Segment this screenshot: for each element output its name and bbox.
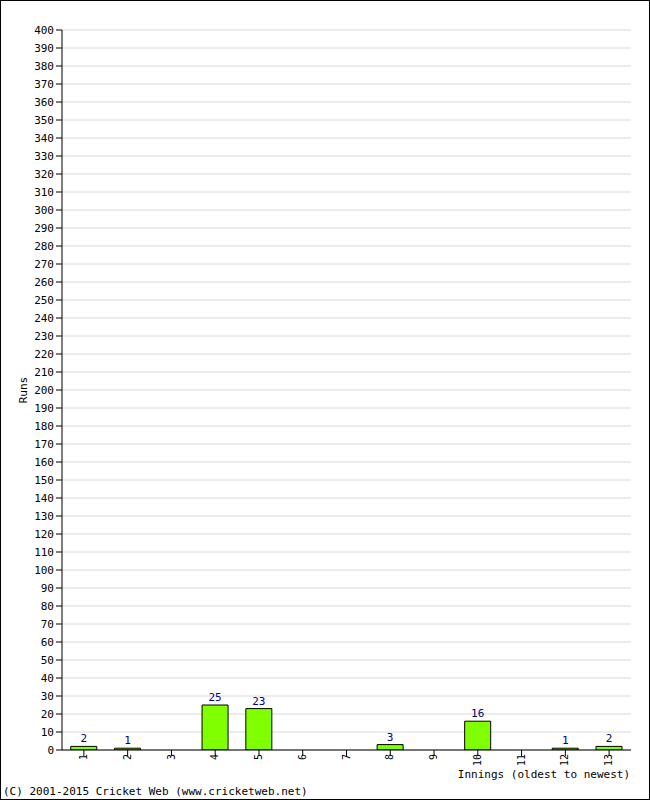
- svg-text:3: 3: [387, 731, 394, 744]
- svg-text:330: 330: [34, 150, 54, 163]
- svg-text:210: 210: [34, 366, 54, 379]
- svg-text:320: 320: [34, 168, 54, 181]
- svg-text:180: 180: [34, 420, 54, 433]
- svg-text:23: 23: [252, 695, 265, 708]
- svg-text:170: 170: [34, 438, 54, 451]
- svg-text:140: 140: [34, 492, 54, 505]
- svg-text:9: 9: [428, 754, 439, 760]
- svg-text:390: 390: [34, 42, 54, 55]
- svg-text:280: 280: [34, 240, 54, 253]
- svg-text:90: 90: [41, 582, 54, 595]
- svg-text:Runs: Runs: [17, 377, 30, 404]
- svg-text:0: 0: [47, 744, 54, 757]
- svg-text:250: 250: [34, 294, 54, 307]
- svg-text:310: 310: [34, 186, 54, 199]
- svg-text:120: 120: [34, 528, 54, 541]
- svg-text:25: 25: [208, 691, 221, 704]
- svg-text:10: 10: [472, 754, 483, 766]
- svg-text:12: 12: [559, 754, 570, 766]
- svg-text:16: 16: [471, 707, 484, 720]
- svg-text:200: 200: [34, 384, 54, 397]
- svg-text:50: 50: [41, 654, 54, 667]
- svg-text:240: 240: [34, 312, 54, 325]
- svg-text:2: 2: [80, 732, 87, 745]
- svg-text:5: 5: [253, 754, 264, 760]
- svg-text:360: 360: [34, 96, 54, 109]
- svg-text:100: 100: [34, 564, 54, 577]
- svg-text:7: 7: [341, 754, 352, 760]
- svg-text:1: 1: [78, 754, 89, 760]
- svg-text:30: 30: [41, 690, 54, 703]
- svg-text:380: 380: [34, 60, 54, 73]
- svg-text:400: 400: [34, 24, 54, 37]
- html-text:(C) 2001-2015 Cricket Web (www: (C) 2001-2015 Cricket Web (www.cricketwe…: [3, 785, 308, 798]
- svg-text:6: 6: [297, 754, 308, 760]
- svg-text:70: 70: [41, 618, 54, 631]
- svg-text:80: 80: [41, 600, 54, 613]
- svg-text:370: 370: [34, 78, 54, 91]
- svg-text:1: 1: [124, 734, 131, 747]
- svg-text:10: 10: [41, 726, 54, 739]
- svg-text:40: 40: [41, 672, 54, 685]
- svg-text:13: 13: [603, 754, 614, 766]
- svg-text:1: 1: [562, 734, 569, 747]
- svg-text:3: 3: [166, 754, 177, 760]
- svg-text:60: 60: [41, 636, 54, 649]
- svg-text:300: 300: [34, 204, 54, 217]
- svg-text:2: 2: [122, 754, 133, 760]
- svg-text:8: 8: [384, 754, 395, 760]
- svg-text:230: 230: [34, 330, 54, 343]
- svg-text:130: 130: [34, 510, 54, 523]
- svg-text:190: 190: [34, 402, 54, 415]
- svg-text:150: 150: [34, 474, 54, 487]
- svg-text:160: 160: [34, 456, 54, 469]
- svg-text:260: 260: [34, 276, 54, 289]
- svg-text:270: 270: [34, 258, 54, 271]
- svg-text:290: 290: [34, 222, 54, 235]
- html-text:Innings (oldest to newest): Innings (oldest to newest): [457, 768, 630, 781]
- svg-text:4: 4: [209, 754, 220, 760]
- svg-text:20: 20: [41, 708, 54, 721]
- svg-text:2: 2: [606, 732, 613, 745]
- svg-text:340: 340: [34, 132, 54, 145]
- svg-text:220: 220: [34, 348, 54, 361]
- svg-text:11: 11: [516, 754, 527, 766]
- svg-text:350: 350: [34, 114, 54, 127]
- svg-text:110: 110: [34, 546, 54, 559]
